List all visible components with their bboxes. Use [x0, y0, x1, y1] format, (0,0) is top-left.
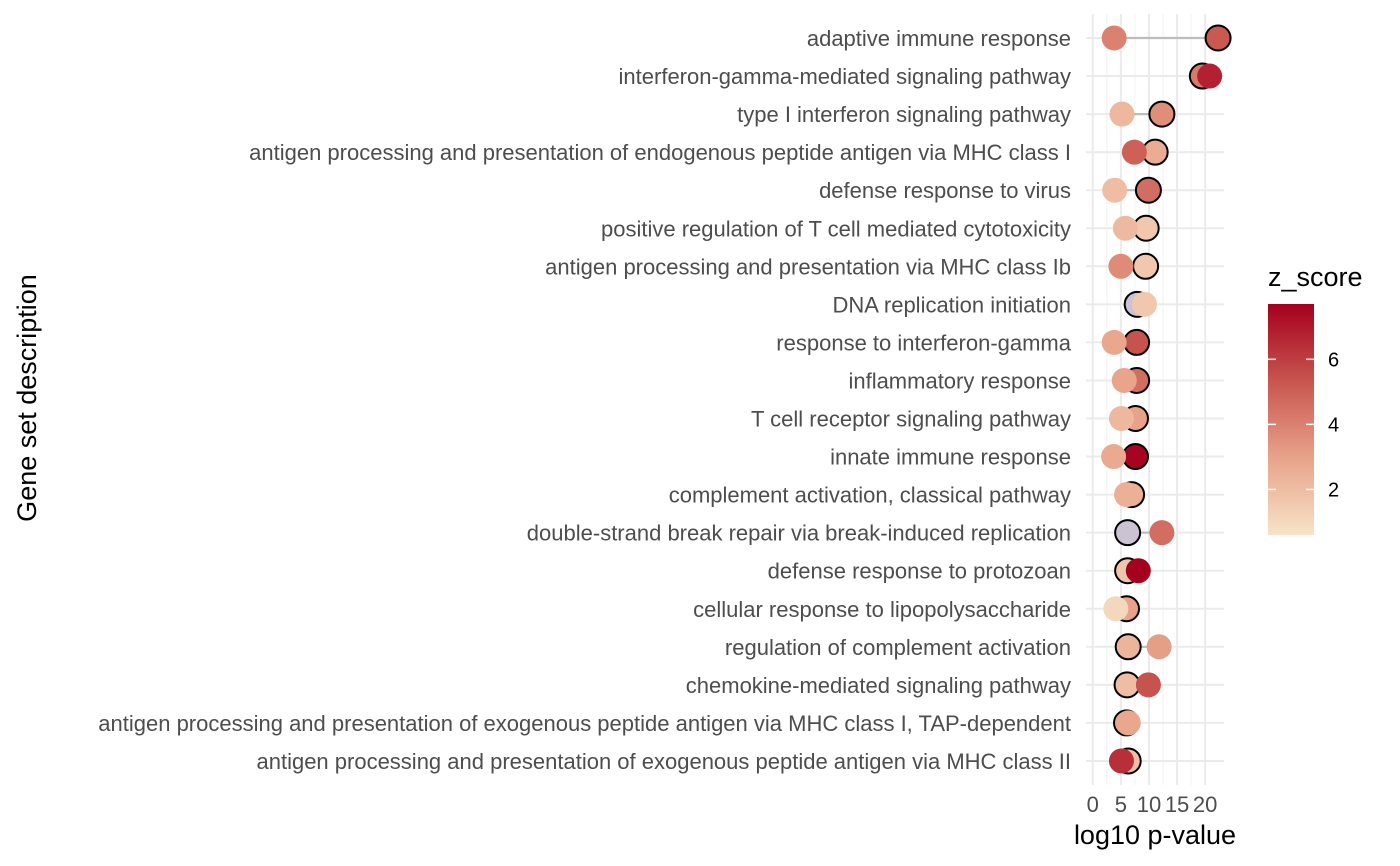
x-tick-label: 15: [1165, 792, 1189, 817]
outlined-point: [1148, 100, 1176, 128]
category-label: T cell receptor signaling pathway: [751, 407, 1071, 432]
point: [1112, 215, 1138, 241]
point: [1146, 634, 1172, 660]
point: [1109, 101, 1135, 127]
point: [1102, 177, 1128, 203]
point: [1101, 25, 1127, 51]
point: [1114, 482, 1140, 508]
legend-colorbar: [1268, 304, 1314, 535]
outlined-point: [1123, 328, 1151, 356]
category-label: cellular response to lipopolysaccharide: [693, 597, 1071, 622]
point: [1108, 406, 1134, 431]
x-tick-label: 5: [1115, 792, 1127, 817]
category-label: DNA replication initiation: [833, 292, 1071, 317]
x-tick-label: 10: [1137, 792, 1161, 817]
x-axis-ticks: 0 5 10 15 20: [1087, 792, 1218, 817]
category-label: type I interferon signaling pathway: [737, 102, 1071, 127]
category-label: inflammatory response: [848, 368, 1071, 393]
category-label: antigen processing and presentation via …: [545, 254, 1071, 279]
point: [1108, 748, 1134, 774]
outlined-point: [1114, 633, 1142, 661]
legend-title: z_score: [1268, 262, 1363, 292]
outlined-point: [1134, 176, 1162, 204]
category-label: chemokine-mediated signaling pathway: [686, 673, 1071, 698]
point: [1149, 520, 1175, 546]
category-label: interferon-gamma-mediated signaling path…: [619, 64, 1071, 89]
category-label: adaptive immune response: [807, 26, 1071, 51]
outlined-point: [1113, 671, 1141, 699]
category-label: regulation of complement activation: [725, 635, 1071, 660]
category-label: defense response to virus: [819, 178, 1071, 203]
outlined-point: [1114, 519, 1142, 547]
point: [1115, 710, 1141, 736]
category-label: double-strand break repair via break-ind…: [527, 521, 1071, 546]
point: [1103, 596, 1129, 622]
point: [1101, 444, 1127, 470]
category-label: antigen processing and presentation of e…: [249, 140, 1071, 165]
category-labels: adaptive immune response interferon-gamma…: [98, 26, 1071, 774]
outlined-point: [1132, 252, 1160, 280]
y-axis-title: Gene set description: [12, 274, 42, 522]
point: [1101, 329, 1127, 355]
outlined-point: [1204, 24, 1232, 52]
point: [1131, 291, 1157, 317]
category-label: complement activation, classical pathway: [669, 483, 1071, 508]
point: [1121, 139, 1147, 165]
grid: [1086, 14, 1224, 785]
point: [1111, 367, 1137, 393]
legend-ticks: 2 4 6: [1268, 349, 1339, 501]
x-tick-label: 0: [1087, 792, 1099, 817]
legend-tick-label: 4: [1328, 414, 1339, 436]
x-tick-label: 20: [1193, 792, 1217, 817]
category-label: antigen processing and presentation of e…: [256, 749, 1071, 774]
category-label: positive regulation of T cell mediated c…: [601, 216, 1071, 241]
outlined-point: [1121, 443, 1149, 471]
data-points: [1101, 24, 1232, 775]
category-label: defense response to protozoan: [768, 559, 1071, 584]
legend-tick-label: 6: [1328, 349, 1339, 371]
point: [1135, 672, 1161, 698]
legend-tick-label: 2: [1328, 479, 1339, 501]
point: [1197, 63, 1223, 89]
point: [1125, 558, 1151, 584]
category-label: response to interferon-gamma: [776, 330, 1071, 355]
category-label: antigen processing and presentation of e…: [98, 711, 1071, 736]
category-label: innate immune response: [830, 445, 1071, 470]
color-legend: z_score 2 4 6: [1268, 262, 1363, 535]
x-axis-title: log10 p-value: [1074, 820, 1236, 850]
point: [1108, 253, 1134, 279]
